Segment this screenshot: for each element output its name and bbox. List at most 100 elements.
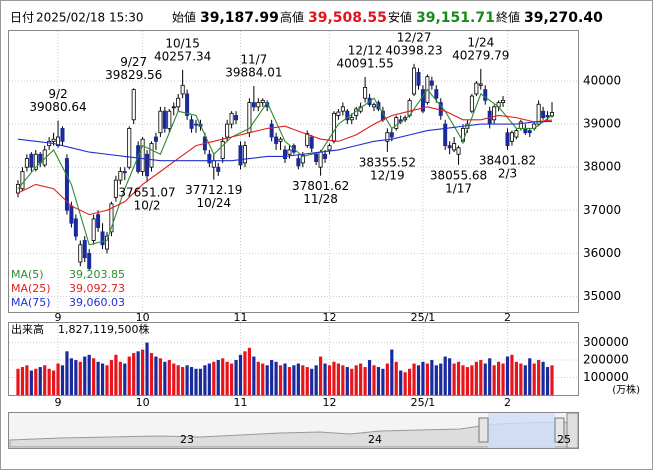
annotation-date: 11/7	[240, 52, 267, 66]
candle-body	[153, 136, 158, 142]
header-label: 日付	[10, 11, 34, 25]
volume-bar	[172, 363, 176, 395]
candle-body	[434, 89, 439, 99]
volume-bar	[461, 365, 465, 395]
volume-bar	[483, 363, 487, 395]
candle-body	[452, 143, 457, 151]
volume-bar	[336, 363, 340, 395]
volume-bar	[238, 354, 243, 395]
volume-bar	[528, 358, 532, 395]
navigator-window[interactable]	[488, 413, 555, 448]
candle-body	[185, 93, 190, 116]
legend-value: 39,060.03	[69, 296, 125, 309]
annotation-date: 1/24	[467, 35, 494, 49]
volume-bar	[376, 367, 381, 395]
volume-bar	[283, 363, 287, 395]
candle-body	[149, 143, 154, 168]
candle-body	[545, 115, 550, 118]
volume-bar	[296, 363, 300, 395]
annotation-value: 38355.52	[359, 155, 416, 169]
ma-line	[17, 106, 553, 216]
volume-bar	[158, 358, 162, 395]
candle-body	[527, 130, 532, 134]
candle-body	[69, 205, 74, 224]
volume-bar	[176, 365, 180, 395]
x-tick-label: 12	[323, 396, 337, 409]
candle-body	[331, 112, 336, 142]
candle-body	[234, 115, 239, 121]
volume-bar	[25, 365, 29, 395]
candle-body	[87, 252, 92, 269]
volume-bar	[439, 363, 443, 395]
annotation-date: 10/24	[197, 196, 232, 210]
volume-bar	[136, 351, 140, 395]
volume-bar	[314, 365, 318, 395]
candle-body	[140, 138, 145, 172]
navigator-label: 23	[180, 433, 194, 446]
candle-body	[122, 171, 127, 174]
annotation-date: 2/3	[498, 166, 517, 180]
volume-bar	[319, 356, 323, 395]
candle-body	[456, 147, 461, 155]
x-tick-label: 9	[55, 311, 62, 324]
volume-bar	[247, 347, 251, 395]
candle-body	[24, 158, 29, 168]
volume-bar	[341, 365, 345, 395]
axis-unit: (万株)	[612, 383, 640, 396]
y-tick-label: 40000	[583, 73, 621, 87]
candle-body	[56, 136, 61, 147]
x-tick-label: 10	[136, 396, 150, 409]
candle-body	[327, 145, 332, 151]
annotation-value: 38055.68	[430, 168, 487, 182]
volume-bar	[332, 361, 336, 395]
volume-bar	[207, 363, 211, 395]
candle-body	[318, 151, 323, 168]
candle-body	[416, 71, 421, 86]
volume-bar	[78, 361, 82, 395]
candle-body	[100, 231, 105, 246]
volume-bar	[537, 360, 541, 395]
candle-body	[492, 106, 497, 121]
candle-body	[127, 128, 132, 168]
volume-bar	[145, 342, 149, 395]
annotation-date: 12/19	[370, 168, 405, 182]
volume-bar	[354, 365, 358, 395]
volume-bar	[29, 370, 33, 395]
candle-body	[474, 82, 479, 95]
annotation-date: 12/27	[397, 30, 432, 44]
candle-body	[274, 136, 279, 144]
header-label: 終値	[496, 10, 520, 25]
header-close: 39,270.40	[524, 10, 603, 26]
volume-bar	[60, 365, 65, 395]
annotation-value: 40279.79	[452, 48, 509, 62]
volume-bar	[185, 365, 189, 395]
volume-bar	[194, 368, 198, 395]
candle-body	[78, 244, 83, 263]
candle-body	[309, 136, 314, 149]
header-low: 39,151.71	[416, 10, 495, 26]
volume-bar	[474, 361, 478, 395]
header-high: 39,508.55	[308, 10, 387, 26]
scroll-button[interactable]	[566, 412, 579, 449]
volume-bar	[452, 363, 456, 395]
volume-bar	[434, 365, 438, 395]
navigator-handle[interactable]	[478, 417, 489, 443]
candle-body	[33, 153, 38, 170]
volume-bar	[367, 360, 372, 395]
annotation-value: 39829.56	[105, 68, 162, 82]
volume-bar	[87, 354, 91, 395]
candle-body	[211, 160, 216, 168]
annotation-value: 40398.23	[385, 43, 442, 57]
candle-body	[118, 171, 123, 181]
candle-body	[113, 179, 118, 198]
legend-name: MA(25)	[11, 282, 51, 295]
navigator-handle[interactable]	[554, 417, 565, 443]
volume-bar	[132, 353, 136, 395]
volume-bar	[163, 361, 167, 395]
volume-bar	[83, 356, 87, 395]
x-tick-label: 25/1	[411, 396, 436, 409]
candle-body	[385, 132, 390, 142]
volume-bar	[252, 356, 256, 395]
volume-bar	[109, 360, 114, 395]
volume-bar	[363, 367, 367, 395]
